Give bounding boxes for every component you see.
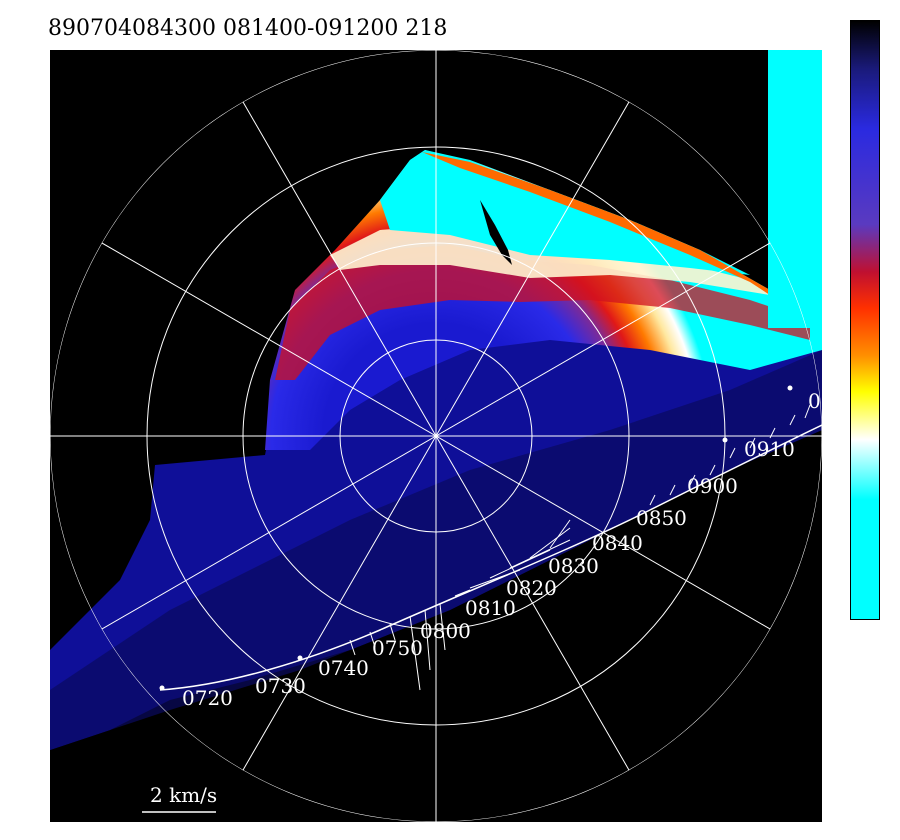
color-scale-bar [850, 20, 880, 620]
aurora-white-band [330, 225, 770, 295]
time-label-0750: 0750 [372, 636, 423, 660]
time-label-0830: 0830 [548, 554, 599, 578]
scale-label: 2 km/s [150, 783, 217, 807]
time-label-0730: 0730 [255, 674, 306, 698]
track-ticks [349, 404, 811, 691]
aurora-dark-notch [480, 200, 512, 265]
satellite-track [159, 424, 822, 691]
track-markers [159, 385, 793, 691]
aurora-red-rim [275, 245, 810, 380]
time-label-0900: 0900 [687, 474, 738, 498]
partial-time-label: 0 [808, 389, 821, 413]
time-label-0820: 0820 [506, 576, 557, 600]
time-label-0810: 0810 [465, 596, 516, 620]
polar-grid [50, 50, 822, 822]
plot-title: 890704084300 081400-091200 218 [48, 16, 448, 41]
time-label-0910: 0910 [744, 437, 795, 461]
polar-plot-svg: 0720 0730 0740 0750 0800 0810 0820 0830 … [50, 50, 822, 822]
grid-spoke-150 [212, 50, 660, 822]
time-label-0840: 0840 [592, 531, 643, 555]
time-label-0720: 0720 [182, 686, 233, 710]
time-label-0800: 0800 [420, 619, 471, 643]
right-cyan-bar [768, 50, 822, 328]
time-label-0850: 0850 [636, 506, 687, 530]
polar-plot-area: 0720 0730 0740 0750 0800 0810 0820 0830 … [50, 50, 822, 822]
time-label-0740: 0740 [318, 656, 369, 680]
